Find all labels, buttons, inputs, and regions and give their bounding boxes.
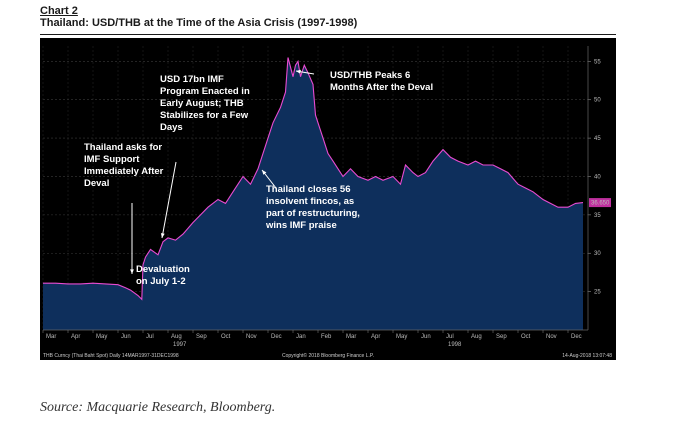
x-tick-label: Apr: [371, 334, 380, 340]
x-tick-label: Nov: [546, 334, 557, 340]
last-value-badge: 36.650: [589, 198, 611, 208]
x-tick-label: Sep: [496, 334, 507, 340]
y-axis: 25 30 35 40 45 50 55: [587, 46, 601, 330]
x-tick-label: Sep: [196, 334, 207, 340]
x-year-label: 1998: [448, 342, 462, 348]
x-tick-label: Aug: [171, 334, 182, 340]
x-tick-label: Jul: [446, 334, 454, 340]
usd-thb-chart: 25 30 35 40 45 50 55 Mar Apr May Jun Jul Aug Sep Oct N…: [40, 38, 616, 360]
area-fill: [43, 57, 583, 330]
x-tick-label: May: [396, 334, 407, 340]
x-tick-label: Jun: [421, 334, 431, 340]
x-tick-label: Jun: [121, 334, 131, 340]
annotation-line: Stabilizes for a Few: [160, 110, 249, 121]
x-axis: Mar Apr May Jun Jul Aug Sep Oct Nov Dec Jan Feb Mar A…: [42, 329, 588, 348]
x-tick-label: Oct: [521, 334, 531, 340]
footer-security: THB Curncy (Thai Baht Spot) Daily 14MAR1…: [43, 353, 179, 359]
annotation-line: Immediately After: [84, 166, 164, 177]
annotation-line: USD/THB Peaks 6: [330, 70, 410, 81]
annotation-line: Program Enacted in: [160, 86, 250, 97]
annotation-arrowhead: [296, 69, 301, 74]
y-tick-label: 55: [594, 59, 601, 65]
x-tick-label: Jul: [146, 334, 154, 340]
x-tick-label: Oct: [221, 334, 231, 340]
x-tick-label: Nov: [246, 334, 257, 340]
annotation-arrowhead: [130, 269, 134, 274]
annotation-line: on July 1-2: [136, 276, 186, 287]
annotation-line: Days: [160, 122, 183, 133]
x-tick-label: Feb: [321, 334, 332, 340]
annotation-line: USD 17bn IMF: [160, 74, 224, 85]
x-tick-label: Apr: [71, 334, 80, 340]
annotation-line: Devaluation: [136, 264, 190, 275]
x-tick-label: Mar: [346, 334, 356, 340]
footer-copyright: Copyright© 2018 Bloomberg Finance L.P.: [282, 352, 374, 359]
y-tick-label: 25: [594, 290, 601, 296]
x-tick-label: Dec: [271, 334, 282, 340]
y-tick-label: 45: [594, 136, 601, 142]
y-tick-label: 30: [594, 251, 601, 257]
annotation-line: insolvent fincos, as: [266, 196, 354, 207]
annotation-line: wins IMF praise: [265, 220, 337, 231]
y-tick-label: 50: [594, 98, 601, 104]
x-tick-label: Aug: [471, 334, 482, 340]
annotation-line: Thailand asks for: [84, 142, 162, 153]
x-tick-label: May: [96, 334, 107, 340]
title-divider: [40, 34, 616, 35]
x-year-label: 1997: [173, 342, 187, 348]
x-tick-label: Mar: [46, 334, 56, 340]
y-tick-label: 35: [594, 213, 601, 219]
chart-subtitle: Thailand: USD/THB at the Time of the Asi…: [40, 17, 358, 29]
footer-timestamp: 14-Aug-2018 13:07:48: [562, 353, 612, 359]
source-note: Source: Macquarie Research, Bloomberg.: [40, 400, 276, 415]
x-tick-label: Dec: [571, 334, 582, 340]
annotation-arrowhead: [262, 170, 267, 175]
annotation-arrow: [161, 161, 177, 239]
annotation-line: Thailand closes 56: [266, 184, 350, 195]
annotation-line: Early August; THB: [160, 98, 244, 109]
x-tick-label: Jan: [296, 334, 306, 340]
annotation-line: part of restructuring,: [266, 208, 360, 219]
chart-title: Chart 2: [40, 5, 78, 17]
annotation-line: IMF Support: [84, 154, 140, 165]
last-value-label: 36.650: [591, 201, 610, 207]
annotation-line: Deval: [84, 178, 109, 189]
y-tick-label: 40: [594, 174, 601, 180]
annotation-line: Months After the Deval: [330, 82, 433, 93]
annotation-arrowhead: [160, 233, 165, 238]
last-value-box: [589, 198, 611, 208]
